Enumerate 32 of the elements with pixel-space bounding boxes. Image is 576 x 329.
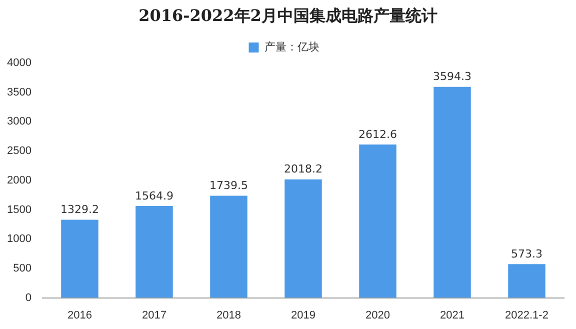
data-label: 1329.2 xyxy=(60,203,99,216)
data-label: 2612.6 xyxy=(358,128,397,141)
legend-label: 产量：亿块 xyxy=(264,40,320,54)
bar xyxy=(210,196,248,298)
y-tick-label: 0 xyxy=(25,292,32,304)
y-tick-label: 2500 xyxy=(6,145,32,158)
x-tick-label: 2020 xyxy=(365,309,390,322)
x-tick-label: 2016 xyxy=(67,309,92,322)
bar xyxy=(508,264,546,298)
data-label: 1739.5 xyxy=(209,179,248,192)
bar xyxy=(359,144,396,298)
bar xyxy=(136,206,173,298)
data-label: 1564.9 xyxy=(134,189,174,202)
bar xyxy=(434,86,471,298)
y-tick-label: 4000 xyxy=(6,57,32,70)
x-tick-label: 2018 xyxy=(216,309,241,322)
y-tick-label: 2000 xyxy=(6,174,32,186)
x-tick-label: 2021 xyxy=(440,309,464,322)
bar xyxy=(284,179,322,298)
y-tick-label: 3500 xyxy=(6,86,32,98)
data-label: 573.3 xyxy=(511,248,542,261)
y-tick-label: 3000 xyxy=(6,116,32,128)
bar xyxy=(61,220,98,298)
chart-title: 2016-2022年2月中国集成电路产量统计 xyxy=(138,6,438,27)
x-tick-label: 2022.1-2 xyxy=(505,309,548,322)
data-label: 2018.2 xyxy=(284,162,322,176)
data-label: 3594.3 xyxy=(432,70,472,84)
y-tick-label: 1000 xyxy=(6,233,32,246)
y-tick-label: 1500 xyxy=(6,204,32,216)
x-tick-label: 2017 xyxy=(142,309,166,322)
x-tick-label: 2019 xyxy=(290,309,316,322)
y-tick-label: 500 xyxy=(13,262,32,274)
